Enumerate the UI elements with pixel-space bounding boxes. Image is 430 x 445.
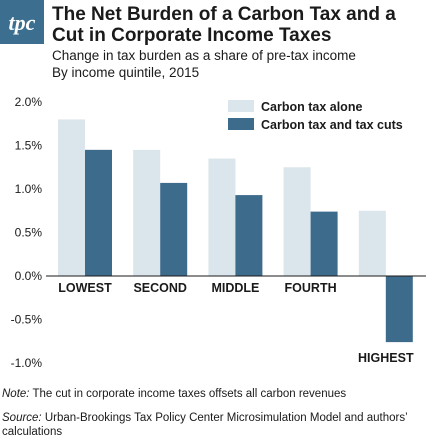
bar (385, 276, 413, 343)
tpc-logo-mark: tpc (0, 0, 44, 44)
chart-title: The Net Burden of a Carbon Tax and a Cut… (52, 4, 396, 46)
y-tick-label: 0.5% (15, 226, 43, 240)
chart-subtitle: Change in tax burden as a share of pre-t… (52, 47, 424, 81)
tpc-logo: tpc (0, 0, 44, 44)
category-label: FOURTH (285, 281, 337, 295)
logo-text: tpc (9, 10, 36, 35)
bar (160, 182, 188, 276)
bar (358, 210, 386, 276)
y-tick-label: 2.0% (15, 95, 43, 109)
bar (235, 195, 263, 276)
legend-label: Carbon tax alone (261, 100, 362, 114)
note-label: Note: (2, 388, 30, 400)
y-tick-label: 0.0% (15, 269, 43, 283)
note-text: The cut in corporate income taxes offset… (29, 388, 347, 400)
y-tick-label: -0.5% (11, 313, 43, 327)
bar (58, 119, 85, 277)
source-label: Source: (2, 412, 42, 424)
legend-swatch (228, 118, 254, 130)
bar (133, 149, 161, 276)
subtitle-line-1: Change in tax burden as a share of pre-t… (52, 48, 356, 63)
bar (85, 149, 112, 276)
y-tick-label: 1.5% (15, 139, 43, 153)
bar (310, 211, 338, 276)
category-label: MIDDLE (211, 281, 259, 295)
legend-swatch (228, 100, 254, 112)
category-label: LOWEST (58, 281, 112, 295)
source-text: Urban-Brookings Tax Policy Center Micros… (2, 412, 408, 438)
bar (283, 167, 311, 276)
bar (208, 158, 236, 276)
category-label: HIGHEST (358, 351, 414, 365)
category-label: SECOND (133, 281, 186, 295)
chart-note: Note: The cut in corporate income taxes … (2, 387, 428, 401)
y-tick-label: 1.0% (15, 182, 43, 196)
subtitle-line-2: By income quintile, 2015 (52, 65, 200, 80)
legend-label: Carbon tax and tax cuts (261, 118, 403, 132)
y-tick-label: -1.0% (11, 356, 43, 370)
chart-source: Source: Urban-Brookings Tax Policy Cente… (2, 411, 428, 439)
